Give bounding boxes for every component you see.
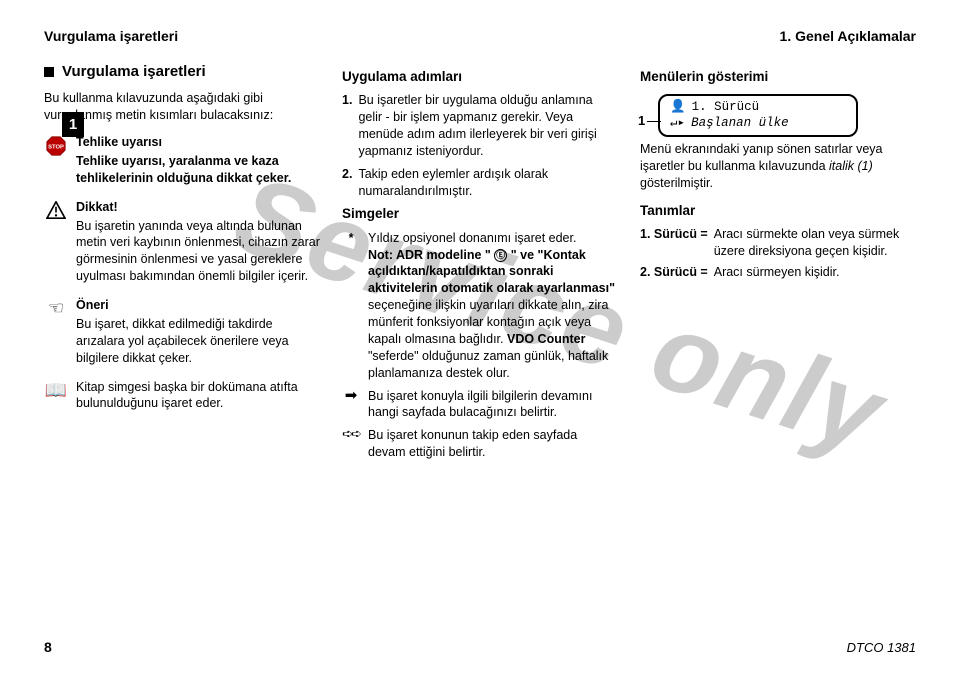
step-1-text: Bu işaretler bir uygulama olduğu anlamın… xyxy=(358,92,618,160)
svg-text:STOP: STOP xyxy=(48,145,64,151)
book-icon: 📖 xyxy=(45,381,67,399)
square-bullet-icon xyxy=(44,67,54,77)
step-2-text: Takip eden eylemler ardışık olarak numar… xyxy=(358,166,618,200)
def2-key: 2. Sürücü = xyxy=(640,264,708,281)
continue-text: Bu işaret konunun takip eden sayfada dev… xyxy=(368,427,618,461)
menu-explain: Menü ekranındaki yanıp sönen satırlar ve… xyxy=(640,141,916,192)
adr-icon: Ⓔ xyxy=(494,249,507,262)
driver-icon: 👤 xyxy=(670,100,686,116)
asterisk-symbol: * xyxy=(342,230,360,382)
page-number: 8 xyxy=(44,639,52,655)
def1-key: 1. Sürücü = xyxy=(640,226,708,260)
continue-icon: ➪➪ xyxy=(342,427,360,461)
section-title: Vurgulama işaretleri xyxy=(44,62,320,82)
stop-body: Tehlike uyarısı, yaralanma ve kaza tehli… xyxy=(76,154,291,185)
step-number-2: 2. xyxy=(342,166,352,200)
steps-heading: Uygulama adımları xyxy=(342,68,618,86)
stop-icon: STOP xyxy=(46,136,66,156)
step-number-1: 1. xyxy=(342,92,352,160)
chapter-number-box: 1 xyxy=(62,112,84,137)
menu-display-box: 👤1. Sürücü ↵▸Başlanan ülke xyxy=(658,94,858,137)
caution-title: Dikkat! xyxy=(76,199,320,216)
def1-val: Aracı sürmekte olan veya sürmek üzere di… xyxy=(714,226,916,260)
warning-triangle-icon xyxy=(46,201,66,219)
defs-heading: Tanımlar xyxy=(640,202,916,220)
section-title-text: Vurgulama işaretleri xyxy=(62,62,206,82)
pointing-hand-icon: ☞ xyxy=(48,299,64,317)
page-ref-arrow-icon: ➡ xyxy=(342,388,360,422)
enter-icon: ↵▸ xyxy=(670,116,685,132)
book-body: Kitap simgesi başka bir dokümana atıfta … xyxy=(76,380,298,411)
asterisk-text: Yıldız opsiyonel donanımı işaret eder. N… xyxy=(368,230,618,382)
caution-body: Bu işaretin yanında veya altında bulunan… xyxy=(76,219,320,284)
model-label: DTCO 1381 xyxy=(847,640,916,655)
header-right: 1. Genel Açıklamalar xyxy=(780,28,916,44)
menus-heading: Menülerin gösterimi xyxy=(640,68,916,86)
stop-title: Tehlike uyarısı xyxy=(76,134,320,151)
tip-body: Bu işaret, dikkat edilmediği takdirde ar… xyxy=(76,317,289,365)
symbols-heading: Simgeler xyxy=(342,205,618,223)
page-ref-text: Bu işaret konuyla ilgili bilgilerin deva… xyxy=(368,388,618,422)
def2-val: Aracı sürmeyen kişidir. xyxy=(714,264,840,281)
intro-text: Bu kullanma kılavuzunda aşağıdaki gibi v… xyxy=(44,90,320,124)
header-left: Vurgulama işaretleri xyxy=(44,28,178,44)
tip-title: Öneri xyxy=(76,297,320,314)
